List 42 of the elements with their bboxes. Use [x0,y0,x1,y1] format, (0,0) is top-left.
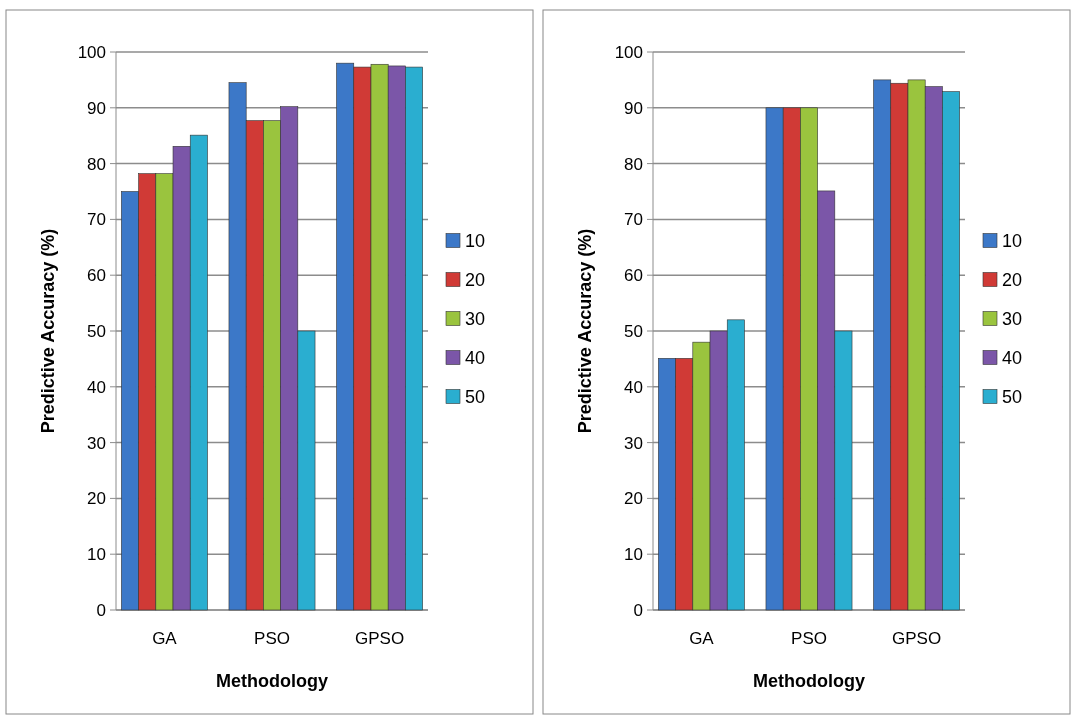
y-tick-label: 0 [633,600,643,620]
y-tick-label: 90 [624,98,643,118]
y-tick-label: 10 [624,545,643,565]
y-tick-label: 30 [87,433,106,453]
y-tick-label: 40 [624,377,643,397]
y-tick-label: 0 [96,600,106,620]
y-tick-label: 80 [87,154,106,174]
legend-label: 50 [465,386,486,407]
y-tick-label: 100 [77,42,106,62]
x-axis-title: Methodology [753,671,865,691]
x-axis-title: Methodology [216,671,328,691]
x-tick-label: GPSO [892,629,942,648]
y-tick-label: 30 [624,433,643,453]
y-tick-label: 50 [87,321,106,341]
y-tick-label: 10 [87,545,106,565]
y-tick-label: 90 [87,98,106,118]
y-axis-title: Predictive Accuracy (%) [575,228,595,434]
y-tick-label: 70 [87,210,106,230]
legend-label: 20 [1002,269,1023,290]
y-tick-label: 20 [624,489,643,509]
y-tick-label: 40 [87,377,106,397]
y-tick-label: 60 [624,266,643,286]
x-tick-label: GA [152,629,178,648]
legend-label: 40 [1002,347,1023,368]
legend-label: 10 [1002,230,1023,251]
legend-label: 20 [465,269,486,290]
y-tick-label: 100 [614,42,643,62]
legend-label: 50 [1002,386,1023,407]
y-tick-label: 80 [624,154,643,174]
legend-label: 30 [1002,308,1023,329]
x-tick-label: PSO [791,629,827,648]
x-tick-label: GA [689,629,715,648]
y-tick-label: 60 [87,266,106,286]
y-tick-label: 20 [87,489,106,509]
legend-label: 40 [465,347,486,368]
y-tick-label: 70 [624,210,643,230]
x-tick-label: PSO [254,629,290,648]
legend-label: 30 [465,308,486,329]
legend-label: 10 [465,230,486,251]
y-axis-title: Predictive Accuracy (%) [38,228,58,434]
x-tick-label: GPSO [355,629,405,648]
y-tick-label: 50 [624,321,643,341]
